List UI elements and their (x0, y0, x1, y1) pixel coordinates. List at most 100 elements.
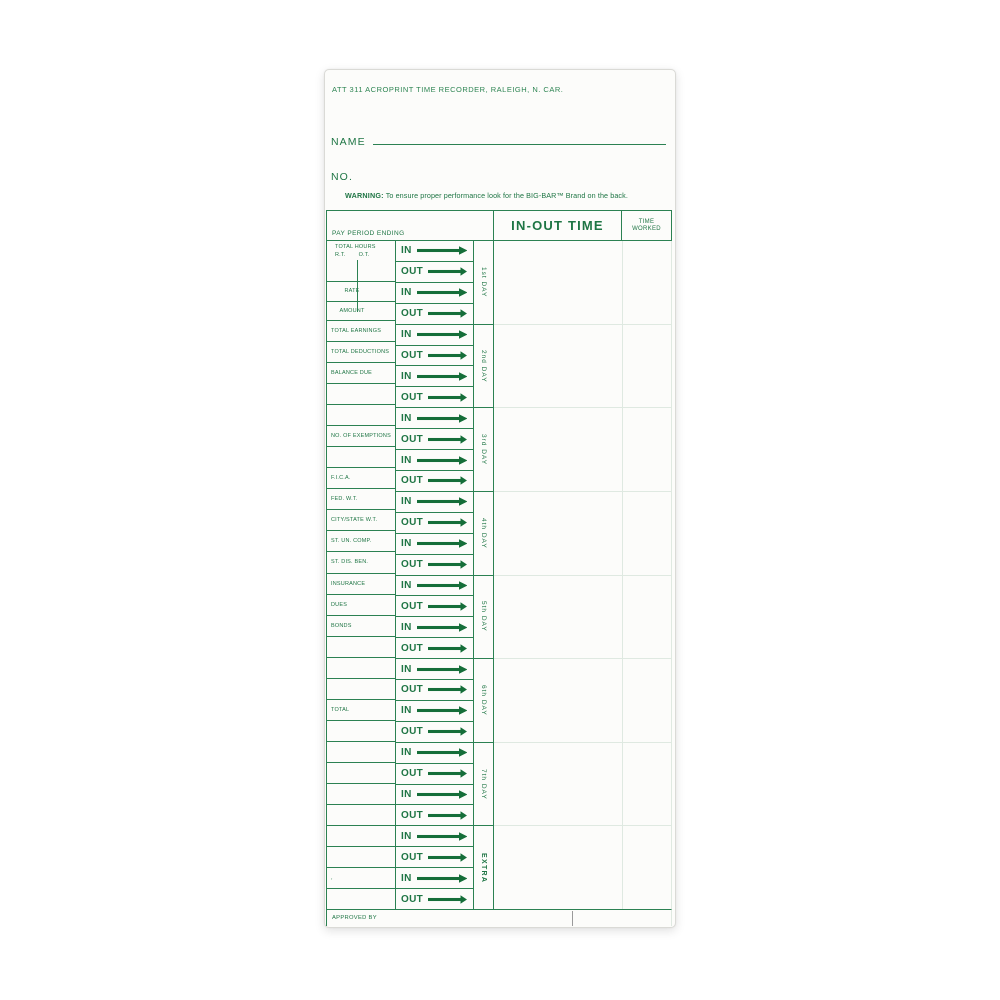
grid-header: PAY PERIOD ENDING IN-OUT TIME TIME WORKE… (327, 210, 672, 241)
row-label (327, 889, 395, 909)
row-label: BONDS (327, 616, 395, 637)
row-label (327, 763, 395, 784)
punch-row-out: OUT (396, 805, 473, 827)
punch-row-in: IN (396, 868, 473, 890)
row-label: CITY/STATE W.T. (327, 510, 395, 532)
in-label: IN (401, 789, 412, 801)
row-label (327, 826, 395, 847)
punch-row-out: OUT (396, 764, 473, 785)
total-hours-connector-line (357, 260, 358, 312)
pay-period-ending-heading: PAY PERIOD ENDING (327, 211, 494, 240)
punch-row-in: IN (396, 659, 473, 681)
punch-row-out: OUT (396, 304, 473, 325)
punch-arrow-icon (428, 853, 467, 862)
name-row: NAME (331, 132, 666, 148)
in-label: IN (401, 579, 412, 591)
row-label: FED. W.T. (327, 489, 395, 511)
row-label: DUES (327, 595, 395, 616)
punch-row-in: IN (396, 492, 473, 513)
punch-arrow-icon (428, 894, 467, 904)
punch-row-in: IN (396, 701, 473, 722)
warning-text: To ensure proper performance look for th… (385, 191, 628, 200)
day-cell: 3rd DAY (474, 408, 493, 492)
punch-row-in: IN (396, 241, 473, 262)
grid-body: TOTAL HOURS R.T. O.T. RATE AMOUNT TOTAL EARNI… (327, 241, 672, 909)
punch-row-out: OUT (396, 346, 473, 367)
brand-line: ATT 311 ACROPRINT TIME RECORDER, RALEIGH… (332, 85, 564, 94)
in-label: IN (401, 245, 412, 257)
row-label: F.I.C.A. (327, 468, 395, 490)
punch-arrow-icon (428, 769, 467, 778)
punch-arrow-icon (416, 539, 467, 548)
in-out-time-cell (494, 492, 671, 576)
number-label: NO. (331, 171, 353, 183)
punch-arrow-icon (416, 288, 467, 297)
out-label: OUT (401, 684, 424, 696)
day-label: 2nd DAY (480, 349, 487, 383)
total-hours-text: TOTAL HOURS (335, 244, 376, 250)
day-label: 4th DAY (480, 517, 487, 549)
punch-row-in: IN (396, 325, 473, 346)
punch-arrow-icon (416, 873, 467, 883)
approved-by-label: APPROVED BY (327, 909, 672, 926)
punch-grid: PAY PERIOD ENDING IN-OUT TIME TIME WORKE… (326, 210, 672, 926)
punch-arrow-icon (416, 623, 467, 632)
punch-arrow-icon (428, 393, 467, 402)
punch-row-in: IN (396, 785, 473, 806)
warning-line: WARNING: To ensure proper performance lo… (345, 191, 628, 200)
row-label: RATE (327, 282, 395, 302)
day-label: 7th DAY (480, 768, 487, 800)
punch-row-in: IN (396, 450, 473, 471)
day-cell: 4th DAY (474, 492, 493, 576)
label-total-hours: TOTAL HOURS R.T. O.T. (327, 241, 395, 283)
punch-arrow-icon (428, 602, 467, 611)
row-label: TOTAL (327, 700, 395, 721)
punch-row-in: IN (396, 617, 473, 639)
in-label: IN (401, 454, 412, 466)
punch-row-out: OUT (396, 638, 473, 660)
row-label (327, 384, 395, 406)
punch-arrow-icon (416, 372, 467, 381)
punch-row-out: OUT (396, 680, 473, 701)
day-cell: 5th DAY (474, 576, 493, 660)
in-label: IN (401, 496, 412, 508)
out-label: OUT (401, 517, 424, 529)
out-label: OUT (401, 600, 424, 612)
day-label: 6th DAY (480, 685, 487, 716)
day-label: 5th DAY (480, 601, 487, 633)
day-cell: 6th DAY (474, 659, 493, 743)
in-out-time-cell (494, 743, 671, 827)
row-label: TOTAL DEDUCTIONS (327, 342, 395, 364)
day-cell: 1st DAY (474, 241, 493, 325)
payroll-labels-column: TOTAL HOURS R.T. O.T. RATE AMOUNT TOTAL EARNI… (327, 241, 396, 909)
punch-row-out: OUT (396, 596, 473, 618)
out-label: OUT (401, 768, 424, 780)
row-label: ST. UN. COMP. (327, 531, 395, 553)
row-label (327, 637, 395, 658)
in-label: IN (401, 747, 412, 759)
in-label: IN (401, 872, 412, 884)
punch-arrow-icon (428, 811, 467, 820)
row-label: INSURANCE (327, 574, 395, 595)
punch-arrow-icon (428, 560, 467, 569)
day-cell: EXTRA (474, 826, 493, 909)
punch-arrow-icon (428, 434, 467, 444)
punch-arrow-icon (416, 497, 467, 507)
punch-arrow-icon (428, 685, 467, 695)
day-label: EXTRA (480, 852, 487, 883)
in-label: IN (401, 538, 412, 550)
punch-row-in: IN (396, 408, 473, 430)
punch-row-out: OUT (396, 555, 473, 576)
punch-arrow-icon (416, 748, 467, 757)
punch-arrow-icon (416, 330, 467, 339)
punch-arrow-icon (416, 664, 467, 674)
label-group-total-hours: TOTAL HOURS R.T. O.T. RATE AMOUNT (327, 241, 395, 322)
in-out-time-cell (494, 241, 671, 325)
row-label: NO. OF EXEMPTIONS (327, 426, 395, 448)
punch-arrow-icon (416, 455, 467, 465)
in-label: IN (401, 287, 412, 299)
out-label: OUT (401, 308, 424, 320)
punch-row-out: OUT (396, 847, 473, 869)
punch-arrow-icon (416, 706, 467, 716)
punch-row-out: OUT (396, 387, 473, 409)
